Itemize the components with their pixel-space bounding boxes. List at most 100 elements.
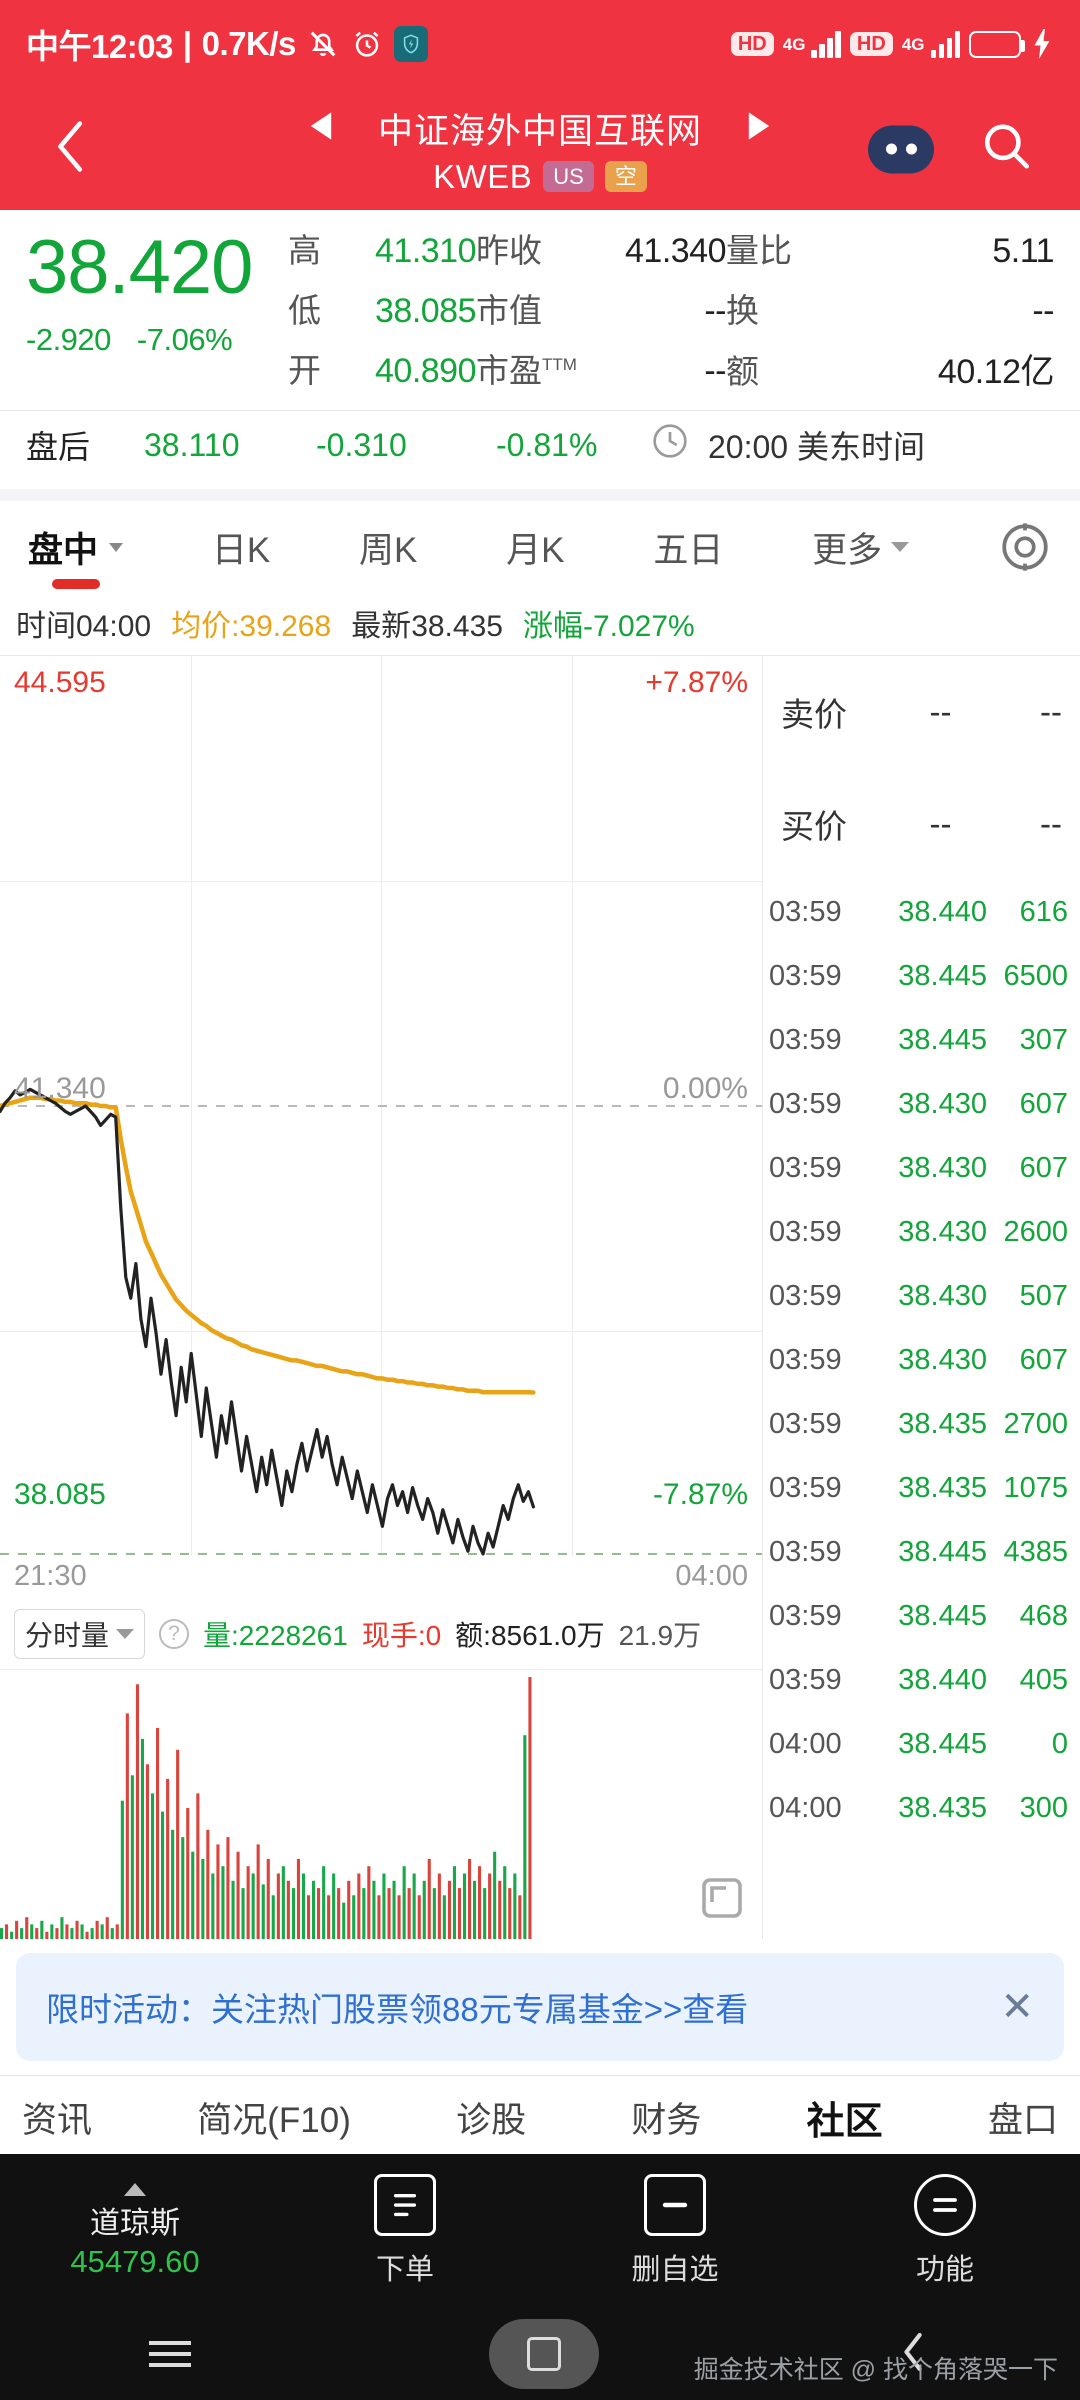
tab-financials[interactable]: 财务 bbox=[631, 2101, 702, 2140]
bottom-bar: 道琼斯 45479.60 下单 删自选 bbox=[0, 2154, 1080, 2400]
mute-bell-icon bbox=[306, 27, 340, 61]
stat-prevclose-label: 昨收 bbox=[476, 232, 542, 269]
order-button[interactable]: 下单 bbox=[270, 2174, 540, 2288]
tick-qty: 607 bbox=[1019, 1343, 1068, 1376]
tab-daily-k[interactable]: 日K bbox=[206, 522, 276, 573]
tick-qty: 4385 bbox=[1003, 1535, 1068, 1568]
remove-watchlist-button[interactable]: 删自选 bbox=[540, 2174, 810, 2288]
nav-center: 中证海外中国互联网 KWEB US 空 bbox=[0, 103, 1080, 196]
minus-icon bbox=[644, 2174, 706, 2236]
quote-stats: 高 41.310 低 38.085 开 40.890 昨收 41.340 bbox=[288, 224, 1055, 404]
functions-button[interactable]: 功能 bbox=[810, 2174, 1080, 2288]
stat-volratio-label: 量比 bbox=[726, 232, 792, 269]
volume-total: 量:2228261 bbox=[203, 1620, 348, 1651]
security-shield-icon bbox=[393, 26, 428, 62]
volume-type-selector[interactable]: 分时量 bbox=[14, 1609, 146, 1659]
watermark: 掘金技术社区 @ 找个角落哭一下 bbox=[693, 2356, 1058, 2384]
tab-diagnosis[interactable]: 诊股 bbox=[456, 2101, 527, 2140]
stat-pe-sup: TTM bbox=[542, 355, 577, 374]
chart-time: 时间04:00 bbox=[16, 610, 152, 643]
tab-profile[interactable]: 简况(F10) bbox=[197, 2101, 351, 2140]
close-icon[interactable]: ✕ bbox=[1000, 1985, 1034, 2029]
tick-price: 38.435 bbox=[898, 1471, 987, 1504]
recent-apps-icon[interactable] bbox=[149, 2341, 191, 2367]
tab-more-label: 更多 bbox=[812, 530, 883, 570]
tab-intraday[interactable]: 盘中 bbox=[22, 522, 129, 573]
tick-price: 38.445 bbox=[898, 959, 987, 992]
tick-list[interactable]: 03:59 38.440 616 03:59 38.445 6500 03:59 38.445… bbox=[763, 880, 1080, 1840]
signal-bars-2 bbox=[930, 30, 960, 58]
tick-time: 03:59 bbox=[769, 1023, 842, 1056]
tick-time: 03:59 bbox=[769, 895, 842, 928]
system-back-icon[interactable] bbox=[897, 2329, 931, 2380]
volume-chart[interactable] bbox=[0, 1669, 762, 1939]
last-price: 38.420 bbox=[26, 225, 253, 310]
menu-icon bbox=[914, 2174, 976, 2236]
tab-daily-k-label: 日K bbox=[211, 530, 271, 570]
tab-news[interactable]: 资讯 bbox=[22, 2101, 93, 2140]
price-change: -2.920 bbox=[26, 322, 111, 357]
ai-robot-icon[interactable] bbox=[868, 125, 934, 173]
stock-code: KWEB bbox=[433, 157, 533, 195]
tick-qty: 507 bbox=[1019, 1279, 1068, 1312]
tab-five-day[interactable]: 五日 bbox=[647, 522, 729, 573]
chevron-down-icon-more bbox=[891, 542, 910, 552]
chart-info-line: 时间04:00 均价:39.268 最新38.435 涨幅-7.027% bbox=[0, 593, 1080, 655]
search-icon[interactable] bbox=[980, 120, 1034, 179]
tab-community[interactable]: 社区 bbox=[806, 2101, 883, 2143]
tick-qty: 607 bbox=[1019, 1151, 1068, 1184]
promo-banner[interactable]: 限时活动：关注热门股票领88元专属基金>>查看 ✕ bbox=[16, 1953, 1064, 2061]
tab-more[interactable]: 更多 bbox=[806, 522, 915, 573]
after-hours-price: 38.110 bbox=[144, 426, 240, 463]
chart-tab-bar: 盘中 日K 周K 月K 五日 更多 bbox=[0, 501, 1080, 593]
tick-row: 03:59 38.445 6500 bbox=[763, 944, 1080, 1008]
stat-low: 低 38.085 bbox=[288, 284, 477, 344]
tab-monthly-k[interactable]: 月K bbox=[500, 522, 570, 573]
tick-time: 03:59 bbox=[769, 1599, 842, 1632]
nav-right bbox=[868, 120, 1080, 179]
tick-row: 03:59 38.430 507 bbox=[763, 1264, 1080, 1328]
tab-monthly-k-label: 月K bbox=[506, 530, 565, 570]
tick-price: 38.445 bbox=[898, 1023, 987, 1056]
chart-settings-icon[interactable] bbox=[992, 520, 1058, 574]
volume-amount: 额:8561.0万 bbox=[455, 1620, 605, 1651]
help-icon[interactable]: ? bbox=[159, 1619, 190, 1649]
chart-x-axis: 21:30 04:00 bbox=[0, 1556, 762, 1599]
stat-high-label: 高 bbox=[288, 232, 321, 269]
dow-jones: 道琼斯 45479.60 bbox=[70, 2182, 200, 2280]
tick-price: 38.440 bbox=[898, 895, 987, 928]
tick-row: 03:59 38.430 607 bbox=[763, 1136, 1080, 1200]
x-tick-end: 04:00 bbox=[675, 1560, 748, 1592]
tick-qty: 307 bbox=[1019, 1023, 1068, 1056]
expand-chart-icon[interactable] bbox=[700, 1876, 744, 1925]
tab-intraday-label: 盘中 bbox=[28, 530, 99, 570]
tick-qty: 300 bbox=[1019, 1791, 1068, 1824]
ask-row: 卖价 -- -- bbox=[781, 656, 1062, 768]
tab-weekly-k[interactable]: 周K bbox=[353, 522, 423, 573]
volume-current: 现手:0 bbox=[361, 1620, 442, 1651]
tick-time: 03:59 bbox=[769, 1663, 842, 1696]
clock-icon bbox=[650, 421, 690, 469]
chart-ymin-pct: -7.87% bbox=[652, 1478, 748, 1511]
quote-col-2: 昨收 41.340 市值 -- 市盈TTM -- bbox=[476, 224, 727, 404]
intraday-chart[interactable]: 44.595 +7.87% 41.340 0.00% 38.085 -7.87% bbox=[0, 656, 762, 1556]
chart-ymax-pct: +7.87% bbox=[645, 666, 748, 699]
index-widget[interactable]: 道琼斯 45479.60 bbox=[0, 2182, 270, 2280]
tick-row: 03:59 38.435 2700 bbox=[763, 1392, 1080, 1456]
quote-panel: 38.420 -2.920 -7.06% 高 41.310 低 38.085 开… bbox=[0, 210, 1080, 410]
tick-time: 03:59 bbox=[769, 1407, 842, 1440]
tick-qty: 468 bbox=[1019, 1599, 1068, 1632]
tick-qty: 2700 bbox=[1003, 1407, 1068, 1440]
next-stock-arrow[interactable] bbox=[744, 109, 774, 148]
status-bar-left: 中午12:03 | 0.7K/s bbox=[26, 20, 428, 68]
back-button[interactable] bbox=[48, 117, 94, 182]
home-button[interactable] bbox=[489, 2319, 599, 2389]
tab-orderflow[interactable]: 盘口 bbox=[987, 2101, 1058, 2140]
order-icon bbox=[374, 2174, 436, 2236]
after-hours-row: 盘后 38.110 -0.310 -0.81% 20:00 美东时间 bbox=[0, 411, 1080, 489]
stat-amount-value: 40.12亿 bbox=[937, 353, 1055, 391]
after-hours-time: 20:00 美东时间 bbox=[708, 429, 925, 465]
divider-1 bbox=[0, 410, 1080, 411]
ask-price: -- bbox=[929, 693, 952, 730]
prev-stock-arrow[interactable] bbox=[306, 109, 336, 148]
